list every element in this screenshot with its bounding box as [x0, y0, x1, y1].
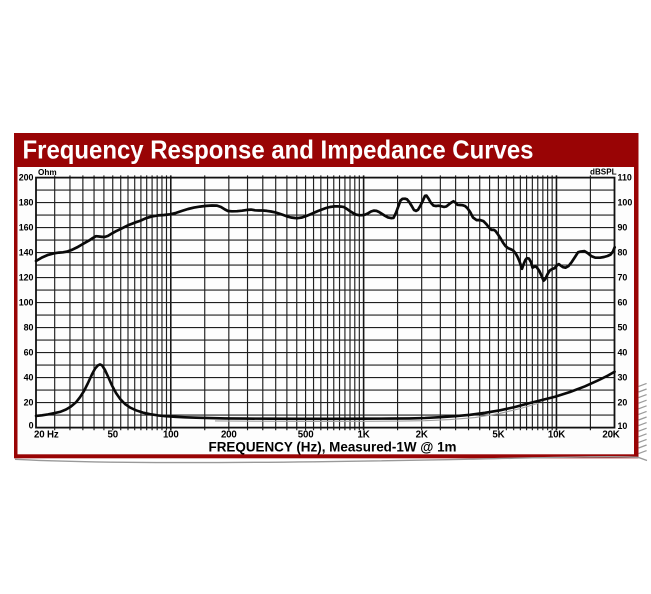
svg-text:40: 40: [24, 373, 34, 383]
svg-text:Frequency Response and Impedan: Frequency Response and Impedance Curves: [23, 135, 534, 165]
svg-text:70: 70: [618, 273, 628, 283]
svg-text:100: 100: [19, 298, 34, 308]
svg-text:10K: 10K: [548, 430, 565, 441]
svg-text:200: 200: [19, 173, 34, 183]
svg-text:50: 50: [107, 430, 117, 441]
svg-text:90: 90: [618, 223, 628, 233]
svg-text:20 Hz: 20 Hz: [34, 430, 59, 441]
svg-text:20: 20: [618, 398, 628, 408]
svg-text:100: 100: [618, 198, 633, 208]
svg-text:50: 50: [618, 323, 628, 333]
svg-text:180: 180: [19, 198, 34, 208]
svg-text:100: 100: [163, 430, 179, 441]
svg-text:80: 80: [618, 248, 628, 258]
svg-text:160: 160: [19, 223, 34, 233]
svg-text:10: 10: [618, 421, 628, 431]
svg-text:FREQUENCY (Hz), Measured-1W @: FREQUENCY (Hz), Measured-1W @ 1m: [209, 440, 457, 455]
svg-text:60: 60: [618, 298, 628, 308]
svg-text:1K: 1K: [358, 430, 370, 441]
svg-text:120: 120: [19, 273, 34, 283]
svg-text:20: 20: [24, 398, 34, 408]
svg-text:20K: 20K: [602, 430, 619, 441]
svg-text:500: 500: [298, 430, 314, 441]
svg-text:200: 200: [221, 430, 237, 441]
svg-text:140: 140: [19, 248, 34, 258]
svg-text:Ohm: Ohm: [38, 168, 57, 177]
svg-text:dBSPL: dBSPL: [590, 167, 617, 176]
svg-text:2K: 2K: [416, 430, 428, 441]
svg-text:110: 110: [618, 173, 632, 183]
svg-text:80: 80: [24, 323, 34, 333]
svg-text:40: 40: [618, 348, 628, 358]
svg-text:60: 60: [24, 348, 34, 358]
svg-text:5K: 5K: [492, 430, 504, 441]
svg-text:30: 30: [618, 373, 628, 383]
svg-text:0: 0: [29, 421, 34, 431]
